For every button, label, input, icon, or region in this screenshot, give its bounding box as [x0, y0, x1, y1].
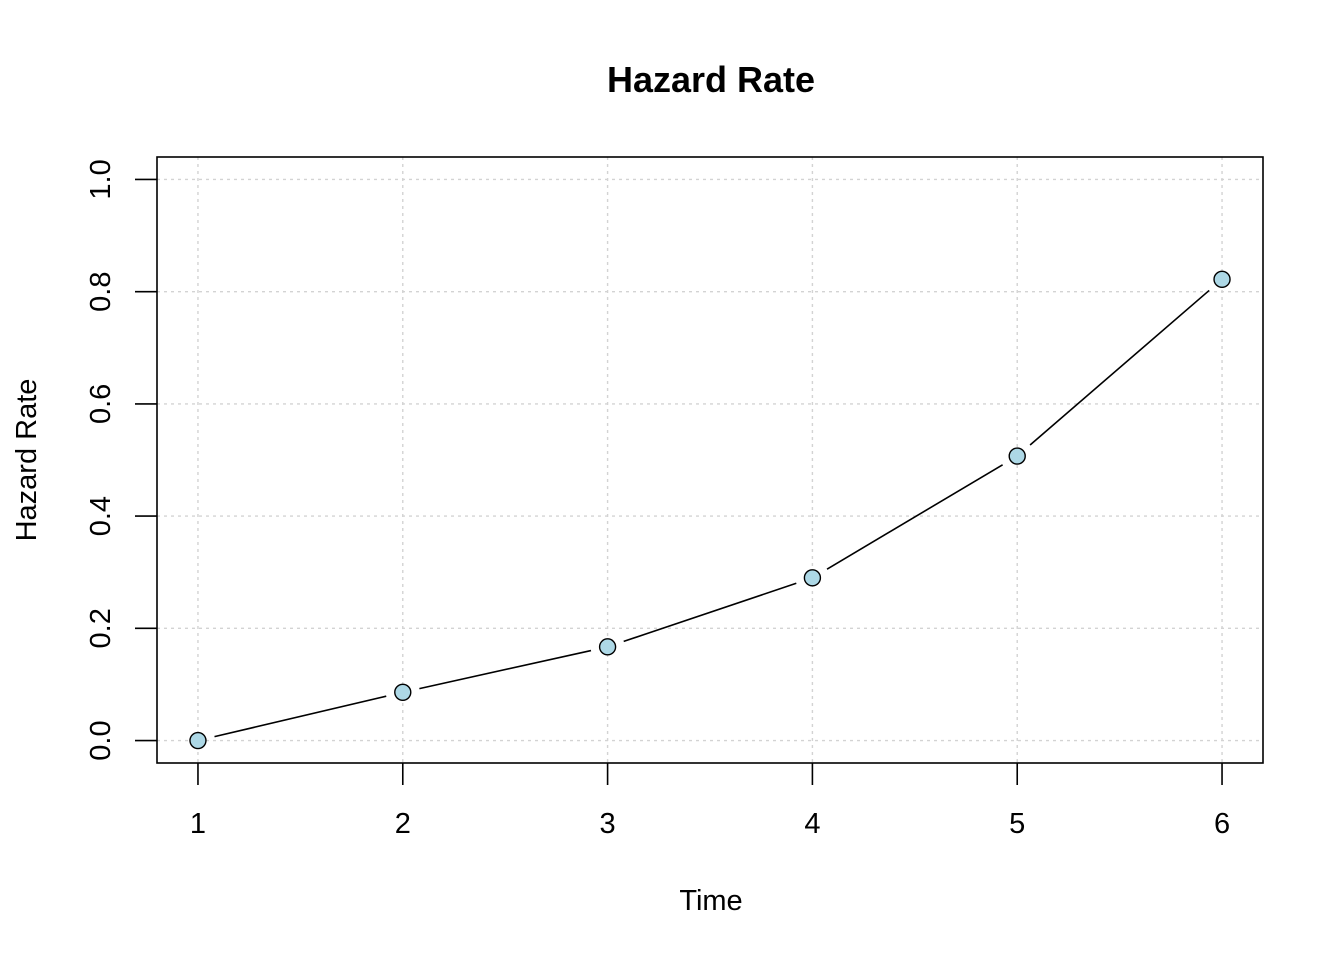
x-tick-label: 3: [600, 808, 616, 840]
x-axis: 1 2 3 4 5 6: [190, 763, 1230, 840]
series: [189, 270, 1231, 750]
x-tick-label: 4: [804, 808, 820, 840]
series-segment: [419, 649, 592, 690]
y-tick-label: 0.6: [85, 384, 117, 424]
y-axis-label: Hazard Rate: [11, 379, 43, 542]
y-tick-label: 0.8: [85, 272, 117, 312]
chart-title: Hazard Rate: [607, 59, 815, 100]
series-segment: [1029, 289, 1210, 446]
x-tick-label: 2: [395, 808, 411, 840]
data-point: [394, 683, 412, 701]
x-tick-label: 5: [1009, 808, 1025, 840]
y-tick-label: 1.0: [85, 159, 117, 199]
data-point: [803, 569, 822, 587]
y-tick-label: 0.4: [85, 496, 117, 536]
data-point: [189, 731, 207, 750]
data-point: [1008, 447, 1026, 465]
series-segment: [623, 582, 797, 643]
y-tick-label: 0.2: [85, 608, 117, 648]
plot-frame: [156, 156, 1264, 764]
y-axis: 0.0 0.2 0.4 0.6 0.8 1.0: [85, 159, 157, 761]
series-segment: [214, 695, 387, 738]
data-point: [1213, 270, 1231, 289]
y-tick-label: 0.0: [85, 720, 117, 760]
data-point: [598, 638, 617, 656]
series-segment: [826, 464, 1004, 570]
x-tick-label: 6: [1214, 808, 1230, 840]
x-tick-label: 1: [190, 808, 206, 840]
x-axis-label: Time: [679, 885, 742, 917]
grid: [157, 157, 1263, 763]
